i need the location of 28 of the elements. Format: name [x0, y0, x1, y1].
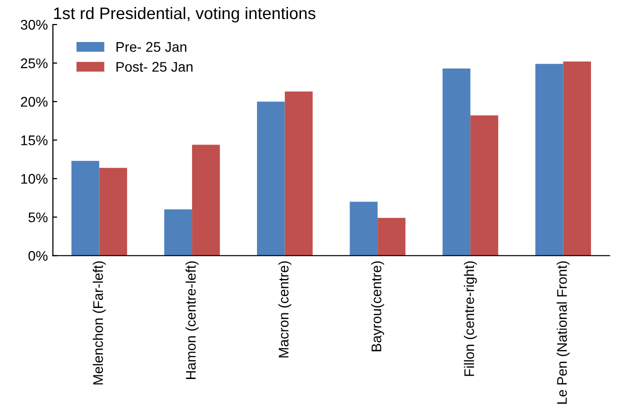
y-tick-label: 25%: [20, 58, 48, 68]
x-tick-label: Bayrou(centre): [371, 261, 384, 352]
bar: [164, 209, 192, 256]
bar: [350, 202, 378, 256]
y-tick-label: 30%: [20, 20, 48, 30]
bar: [378, 218, 406, 256]
bar: [256, 102, 285, 256]
bar: [284, 92, 313, 256]
bar: [442, 68, 470, 256]
bar: [535, 64, 564, 256]
chart-title: 1st rd Presidential, voting intentions: [54, 6, 316, 22]
y-tick-label: 0%: [28, 250, 48, 261]
bar: [99, 168, 128, 256]
bar: [563, 62, 592, 256]
x-tick-label: Fillon (centre-right): [464, 261, 477, 376]
y-tick-label: 20%: [20, 96, 48, 107]
x-tick-label: Le Pen (National Front): [556, 261, 570, 404]
bar: [192, 144, 220, 256]
legend-label: Pre- 25 Jan: [116, 42, 186, 52]
legend-label: Post- 25 Jan: [116, 62, 192, 72]
x-tick-label: Melenchon (Far-left): [92, 261, 106, 384]
x-tick-label: Macron (centre): [278, 261, 292, 358]
x-tick-label: Hamon (centre-left): [186, 261, 199, 379]
y-tick-label: 5%: [28, 212, 48, 222]
y-tick-label: 15%: [21, 135, 48, 146]
y-tick-label: 10%: [21, 174, 48, 184]
bar: [71, 160, 100, 256]
bar: [470, 115, 498, 256]
